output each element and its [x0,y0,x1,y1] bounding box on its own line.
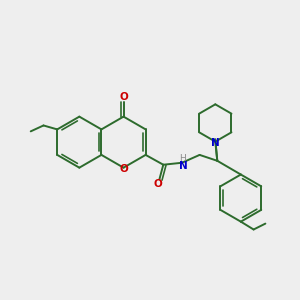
Text: O: O [153,179,162,189]
Text: N: N [178,161,187,171]
Text: H: H [180,154,186,163]
Text: N: N [211,138,220,148]
Text: O: O [119,164,128,174]
Text: O: O [119,92,128,102]
